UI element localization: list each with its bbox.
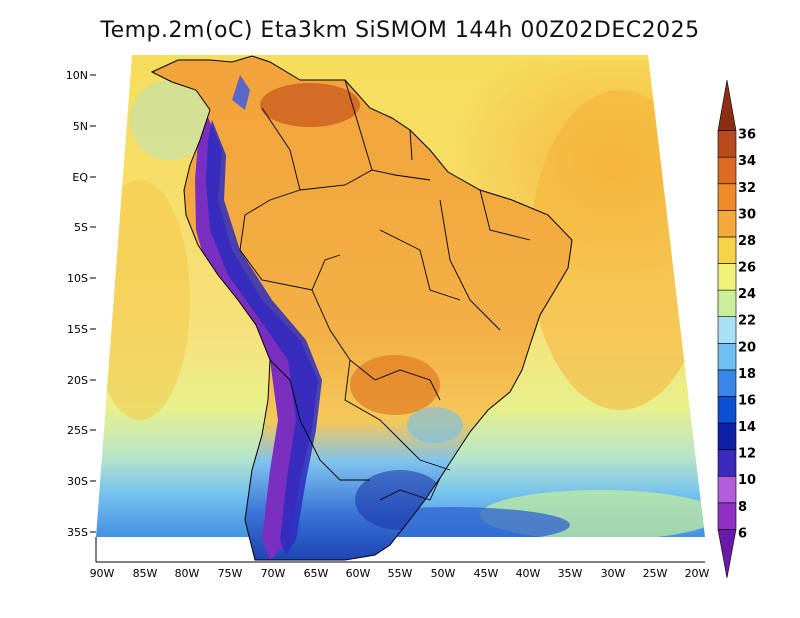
colorbar-segment	[717, 156, 737, 185]
lon-label: 75W	[218, 567, 243, 580]
colorbar-label: 22	[738, 314, 756, 329]
colorbar-label: 10	[738, 473, 756, 488]
colorbar-label: 30	[738, 207, 756, 222]
colorbar-label: 16	[738, 393, 756, 408]
colorbar-label: 36	[738, 128, 756, 143]
colorbar-segment	[717, 449, 737, 477]
colorbar-segment	[717, 183, 737, 211]
map-title: Temp.2m(oC) Eta3km SiSMOM 144h 00Z02DEC2…	[100, 18, 700, 43]
lat-label: 5S	[74, 221, 88, 234]
colorbar-label: 14	[738, 420, 756, 435]
colorbar-segment	[717, 396, 737, 424]
colorbar-arrow-top	[717, 79, 737, 131]
lon-label: 55W	[388, 567, 413, 580]
lon-label: 70W	[261, 567, 286, 580]
lon-label: 80W	[175, 567, 200, 580]
colorbar-segment	[717, 263, 737, 291]
colorbar-label: 18	[738, 367, 756, 382]
lon-label: 30W	[601, 567, 626, 580]
lat-label: 15S	[67, 323, 88, 336]
colorbar-segment	[717, 316, 737, 344]
longitude-labels: 90W 85W 80W 75W 70W 65W 60W 55W 50W 45W …	[90, 567, 710, 580]
lon-label: 25W	[643, 567, 668, 580]
lon-label: 40W	[516, 567, 541, 580]
colorbar-arrow-bottom	[717, 529, 737, 579]
colorbar-segment	[717, 210, 737, 238]
lat-label: 30S	[67, 475, 88, 488]
lat-label: EQ	[72, 171, 88, 184]
colorbar-label: 12	[738, 447, 756, 462]
colorbar-segment	[717, 342, 737, 371]
lat-label: 5N	[73, 120, 88, 133]
colorbar-segment	[717, 369, 737, 397]
colorbar-segment	[717, 130, 737, 158]
lat-label: 35S	[67, 526, 88, 539]
colorbar-label: 24	[738, 287, 756, 302]
lon-label: 50W	[431, 567, 456, 580]
lat-label: 10S	[67, 272, 88, 285]
lat-label: 10N	[66, 69, 88, 82]
colorbar-segment	[717, 236, 737, 264]
lon-label: 90W	[90, 567, 115, 580]
colorbar: 6 8 10 12 14 16 18 20 22 24 26 28 30 32 34 36	[717, 79, 756, 579]
frame-ticks	[90, 74, 96, 533]
colorbar-label: 20	[738, 340, 756, 355]
lon-label: 65W	[304, 567, 329, 580]
lon-label: 45W	[474, 567, 499, 580]
lon-label: 85W	[133, 567, 158, 580]
colorbar-label: 34	[738, 154, 756, 169]
colorbar-label: 6	[738, 526, 747, 541]
lon-label: 35W	[558, 567, 583, 580]
lat-label: 25S	[67, 424, 88, 437]
lon-label: 20W	[685, 567, 710, 580]
colorbar-label: 26	[738, 261, 756, 276]
colorbar-label: 32	[738, 181, 756, 196]
latitude-labels: 10N 5N EQ 5S 10S 15S 20S 25S 30S 35S	[66, 69, 89, 539]
lon-label: 60W	[346, 567, 371, 580]
country-borders	[239, 79, 531, 501]
colorbar-label: 28	[738, 234, 756, 249]
lat-label: 20S	[67, 374, 88, 387]
colorbar-segment	[717, 422, 737, 450]
colorbar-segment	[717, 289, 737, 318]
colorbar-segment	[717, 475, 737, 504]
colorbar-label: 8	[738, 500, 747, 515]
colorbar-segment	[717, 502, 737, 530]
